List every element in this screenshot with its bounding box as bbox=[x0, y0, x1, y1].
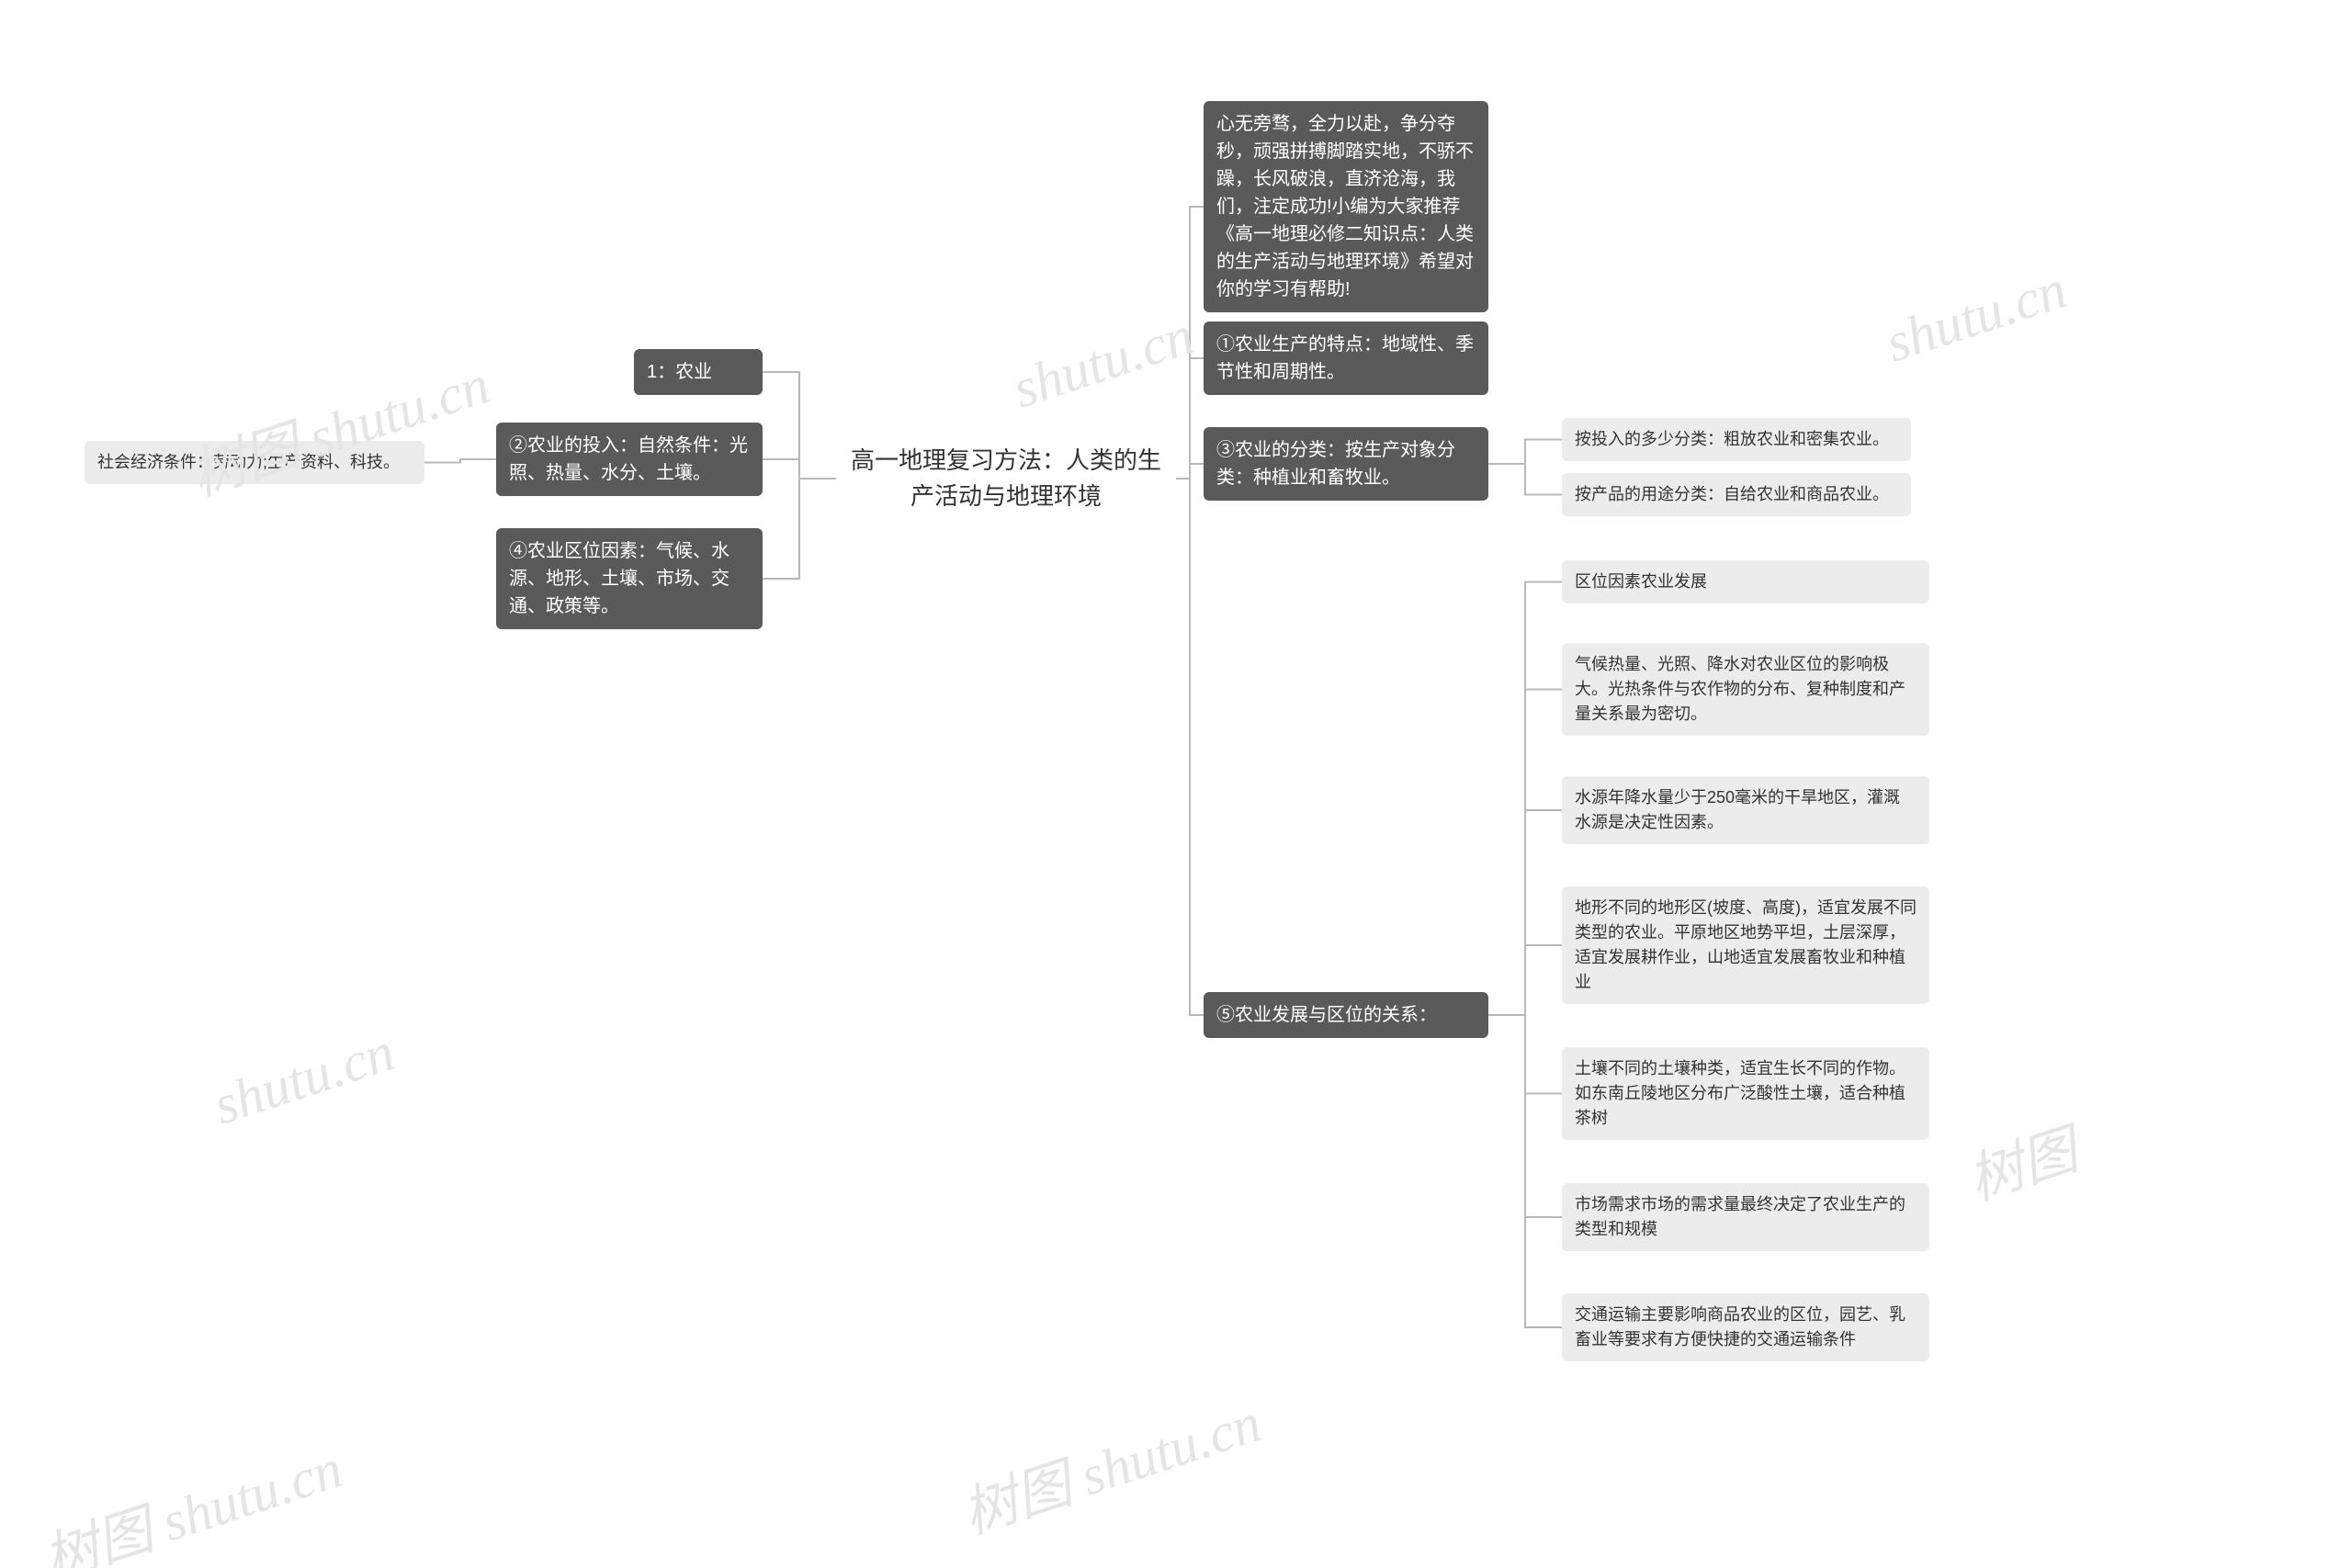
mindmap-node: ④农业区位因素：气候、水源、地形、土壤、市场、交通、政策等。 bbox=[496, 528, 763, 629]
mindmap-node: 水源年降水量少于250毫米的干旱地区，灌溉水源是决定性因素。 bbox=[1562, 776, 1929, 844]
watermark: 树图 bbox=[1956, 1106, 2086, 1216]
mindmap-node: 按投入的多少分类：粗放农业和密集农业。 bbox=[1562, 418, 1911, 461]
mindmap-node: 交通运输主要影响商品农业的区位，园艺、乳畜业等要求有方便快捷的交通运输条件 bbox=[1562, 1293, 1929, 1361]
watermark: shutu.cn bbox=[1005, 304, 1201, 422]
mindmap-node: 1：农业 bbox=[634, 349, 763, 395]
mindmap-node: ⑤农业发展与区位的关系： bbox=[1204, 992, 1488, 1038]
mindmap-node: 社会经济条件：劳动力;生产资料、科技。 bbox=[85, 441, 424, 484]
connector-layer bbox=[0, 0, 2352, 1568]
mindmap-node: 地形不同的地形区(坡度、高度)，适宜发展不同类型的农业。平原地区地势平坦，土层深… bbox=[1562, 886, 1929, 1004]
mindmap-node: 气候热量、光照、降水对农业区位的影响极大。光热条件与农作物的分布、复种制度和产量… bbox=[1562, 643, 1929, 736]
mindmap-node: ③农业的分类：按生产对象分类：种植业和畜牧业。 bbox=[1204, 427, 1488, 501]
root-node: 高一地理复习方法：人类的生产活动与地理环境 bbox=[836, 434, 1176, 524]
mindmap-node: ①农业生产的特点：地域性、季节性和周期性。 bbox=[1204, 321, 1488, 395]
watermark: 树图 shutu.cn bbox=[951, 1378, 1270, 1550]
watermark: 树图 shutu.cn bbox=[32, 1424, 351, 1568]
mindmap-node: 按产品的用途分类：自给农业和商品农业。 bbox=[1562, 473, 1911, 516]
mindmap-node: 区位因素农业发展 bbox=[1562, 560, 1929, 604]
watermark: 树图 shutu.cn bbox=[179, 340, 498, 512]
mindmap-node: 土壤不同的土壤种类，适宜生长不同的作物。如东南丘陵地区分布广泛酸性土壤，适合种植… bbox=[1562, 1047, 1929, 1140]
mindmap-node: ②农业的投入：自然条件：光照、热量、水分、土壤。 bbox=[496, 423, 763, 496]
watermark: shutu.cn bbox=[1878, 258, 2074, 376]
mindmap-node: 市场需求市场的需求量最终决定了农业生产的类型和规模 bbox=[1562, 1183, 1929, 1251]
mindmap-node: 心无旁骛，全力以赴，争分夺秒，顽强拼搏脚踏实地，不骄不躁，长风破浪，直济沧海，我… bbox=[1204, 101, 1488, 312]
watermark: shutu.cn bbox=[206, 1021, 401, 1138]
